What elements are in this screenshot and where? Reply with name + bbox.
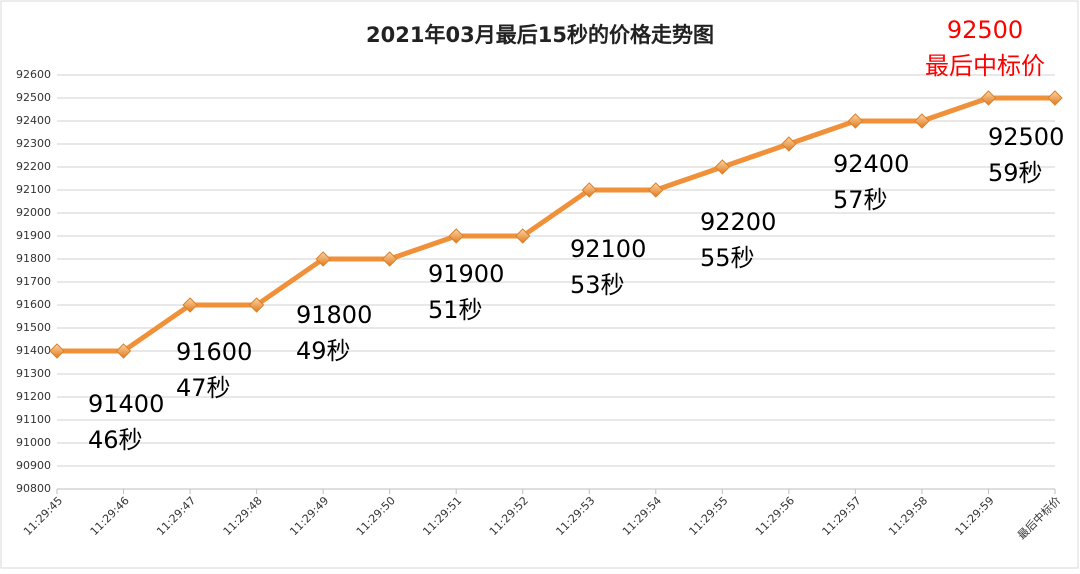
- annotation: 92500: [988, 123, 1064, 151]
- price-line: [57, 95, 1055, 354]
- annotation: 53秒: [570, 271, 625, 299]
- marker: [248, 297, 265, 313]
- annotation: 47秒: [176, 374, 231, 402]
- marker: [381, 251, 398, 267]
- marker: [714, 159, 731, 175]
- chart-title: 2021年03月最后15秒的价格走势图: [366, 23, 714, 47]
- marker: [1047, 90, 1063, 106]
- y-tick-label: 90800: [16, 482, 51, 495]
- y-tick-label: 91300: [16, 367, 51, 380]
- marker: [448, 228, 464, 244]
- y-tick-label: 91700: [16, 275, 51, 288]
- y-tick-label: 90900: [16, 459, 51, 472]
- y-tick-label: 91100: [16, 413, 51, 426]
- marker: [648, 182, 664, 198]
- annotation: 57秒: [833, 186, 888, 214]
- y-tick-label: 92500: [16, 91, 51, 104]
- annotation: 46秒: [88, 426, 143, 454]
- annotation: 91400: [88, 390, 164, 418]
- marker: [781, 136, 797, 152]
- marker: [115, 343, 132, 359]
- annotation: 92500: [947, 16, 1023, 44]
- marker: [315, 251, 331, 267]
- annotation: 92200: [700, 208, 776, 236]
- annotation: 55秒: [700, 244, 755, 272]
- marker: [914, 113, 930, 129]
- y-tick-label: 92000: [16, 206, 51, 219]
- annotation: 91800: [296, 301, 372, 329]
- marker: [980, 90, 997, 106]
- y-tick-label: 92400: [16, 114, 51, 127]
- y-tick-label: 92300: [16, 137, 51, 150]
- annotation: 91600: [176, 338, 252, 366]
- marker: [847, 113, 864, 129]
- annotation: 最后中标价: [925, 52, 1045, 80]
- annotation: 51秒: [428, 296, 483, 324]
- marker: [182, 297, 198, 313]
- y-tick-label: 91600: [16, 298, 51, 311]
- y-tick-label: 91800: [16, 252, 51, 265]
- y-tick-label: 92100: [16, 183, 51, 196]
- annotation: 59秒: [988, 159, 1043, 187]
- y-tick-label: 91000: [16, 436, 51, 449]
- marker: [515, 228, 531, 244]
- marker: [49, 343, 65, 359]
- annotation: 92400: [833, 150, 909, 178]
- y-tick-label: 91900: [16, 229, 51, 242]
- marker: [581, 182, 597, 198]
- annotation: 92100: [570, 235, 646, 263]
- annotation: 91900: [428, 260, 504, 288]
- y-tick-label: 92600: [16, 68, 51, 81]
- annotation: 49秒: [296, 337, 351, 365]
- y-tick-label: 91400: [16, 344, 51, 357]
- y-tick-label: 91500: [16, 321, 51, 334]
- y-tick-label: 92200: [16, 160, 51, 173]
- y-tick-label: 91200: [16, 390, 51, 403]
